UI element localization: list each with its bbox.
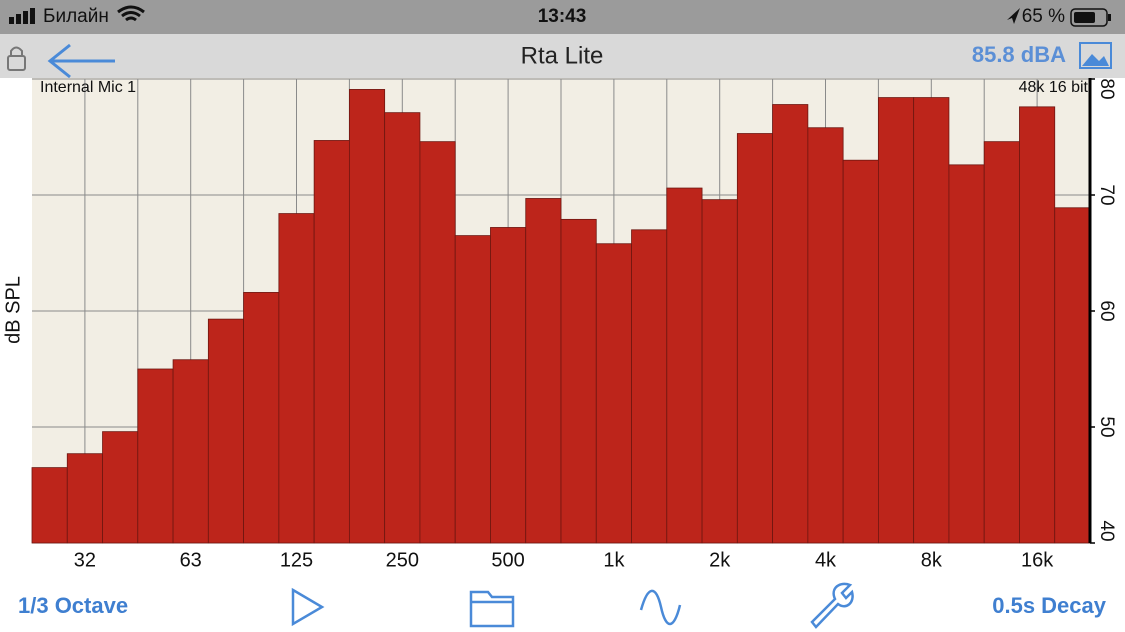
toolbar xyxy=(0,581,1125,632)
bar xyxy=(102,431,139,544)
y-tick-label: 60 xyxy=(1096,300,1117,321)
y-tick-label: 50 xyxy=(1096,416,1117,437)
bar xyxy=(878,97,915,544)
bar xyxy=(419,141,456,544)
y-tick-label: 80 xyxy=(1096,78,1117,99)
battery-icon xyxy=(1070,8,1111,27)
bar xyxy=(631,229,668,544)
bar xyxy=(207,318,244,544)
folder-button[interactable] xyxy=(469,590,515,628)
bar xyxy=(1054,207,1091,544)
x-tick-label: 32 xyxy=(74,549,96,571)
bar xyxy=(736,133,773,544)
format-label: 48k 16 bit xyxy=(1019,79,1089,96)
y-tick-label: 70 xyxy=(1096,184,1117,205)
nav-bar xyxy=(0,34,1125,78)
settings-button[interactable] xyxy=(810,582,854,629)
bar xyxy=(772,104,809,544)
bar xyxy=(913,97,950,544)
lock-button[interactable] xyxy=(7,46,26,71)
play-button[interactable] xyxy=(291,587,325,627)
y-axis-title: dB SPL xyxy=(2,276,24,344)
bar xyxy=(454,235,491,544)
weighting-button[interactable] xyxy=(639,589,682,626)
y-tick-label: 40 xyxy=(1096,520,1117,541)
app-title: Rta Lite xyxy=(521,42,604,69)
bar xyxy=(278,213,315,544)
carrier: Билайн xyxy=(43,6,109,27)
bar xyxy=(348,89,386,544)
bar xyxy=(243,292,280,544)
location-icon xyxy=(1007,8,1020,24)
input-label: Internal Mic 1 xyxy=(40,79,136,96)
wifi-icon xyxy=(117,5,145,22)
plot xyxy=(31,89,1091,544)
x-tick-label: 63 xyxy=(180,549,202,571)
bar xyxy=(525,198,562,544)
level-readout: 85.8 dBA xyxy=(972,42,1066,67)
bar xyxy=(137,368,174,544)
bar xyxy=(66,453,103,544)
battery-level: 65 % xyxy=(1022,6,1065,27)
x-tick-label: 16k xyxy=(1021,549,1054,571)
screenshot-button[interactable] xyxy=(1079,42,1112,69)
bar xyxy=(1019,106,1056,544)
decay-button[interactable]: 0.5s Decay xyxy=(992,593,1107,618)
bar xyxy=(666,187,703,544)
bar xyxy=(595,243,632,544)
bar xyxy=(807,127,844,544)
clock: 13:43 xyxy=(538,6,587,27)
bar xyxy=(983,141,1020,544)
x-tick-label: 250 xyxy=(386,549,419,571)
bar xyxy=(842,159,879,544)
bar xyxy=(948,164,985,544)
bar xyxy=(172,359,209,544)
bar xyxy=(560,218,597,544)
x-tick-label: 8k xyxy=(921,549,943,571)
bar xyxy=(384,112,421,544)
x-tick-label: 2k xyxy=(709,549,731,571)
resolution-button[interactable]: 1/3 Octave xyxy=(18,593,128,618)
x-tick-label: 125 xyxy=(280,549,313,571)
bar xyxy=(701,199,738,544)
x-tick-label: 1k xyxy=(603,549,625,571)
back-button[interactable] xyxy=(47,43,115,79)
bar xyxy=(313,140,350,544)
status-bar xyxy=(0,0,1125,34)
x-tick-label: 4k xyxy=(815,549,837,571)
signal-icon xyxy=(9,8,35,24)
x-tick-label: 500 xyxy=(491,549,524,571)
bar xyxy=(31,467,68,544)
bar xyxy=(490,227,527,544)
